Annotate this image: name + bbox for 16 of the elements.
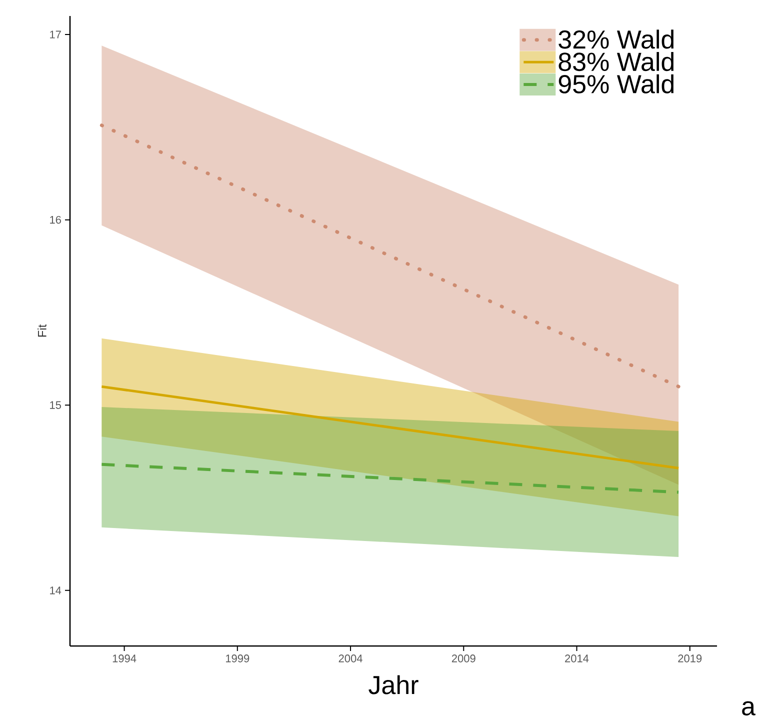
x-tick-label: 2004 bbox=[338, 654, 362, 662]
x-axis-title: Jahr bbox=[368, 675, 418, 694]
legend-label: 83% Wald bbox=[558, 52, 674, 72]
x-tick-label: 2019 bbox=[678, 654, 702, 662]
legend-label: 32% Wald bbox=[558, 30, 674, 49]
x-tick-label: 1994 bbox=[112, 654, 136, 662]
x-tick-label: 1999 bbox=[226, 654, 250, 662]
text: a bbox=[742, 701, 756, 716]
x-tick-label: 2014 bbox=[565, 654, 589, 662]
y-tick-label: 14 bbox=[50, 586, 62, 594]
y-tick-label: 15 bbox=[50, 401, 61, 409]
y-axis-title: Fit bbox=[38, 324, 46, 337]
legend-label: 95% Wald bbox=[558, 74, 674, 94]
y-tick-label: 16 bbox=[50, 216, 61, 224]
y-tick-label: 17 bbox=[50, 30, 61, 38]
x-tick-label: 2009 bbox=[452, 654, 476, 662]
